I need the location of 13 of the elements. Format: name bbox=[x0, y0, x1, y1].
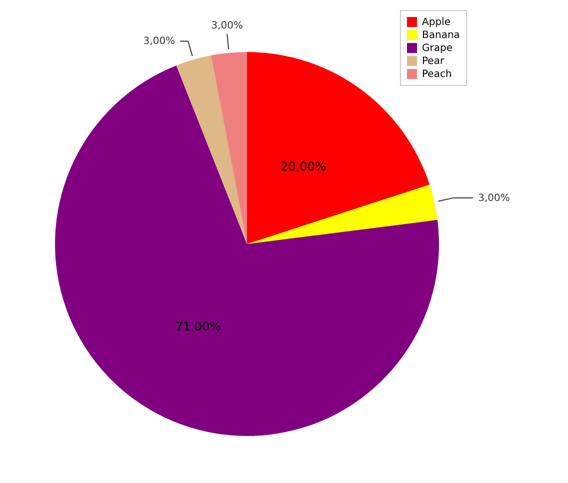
legend-label: Peach bbox=[422, 69, 452, 80]
legend-label: Grape bbox=[422, 43, 452, 54]
data-label: 3,00% bbox=[478, 192, 510, 204]
pie-slice bbox=[211, 52, 247, 244]
legend-label: Apple bbox=[422, 17, 450, 28]
legend-label: Pear bbox=[422, 56, 445, 67]
data-label: 71,00% bbox=[175, 320, 222, 334]
pie-slice bbox=[247, 184, 438, 244]
legend-label: Banana bbox=[422, 30, 460, 41]
data-label: 20,00% bbox=[280, 159, 326, 174]
pie-slice bbox=[176, 55, 247, 244]
data-label: 3,00% bbox=[211, 20, 244, 32]
data-label: 3,00% bbox=[143, 36, 176, 48]
